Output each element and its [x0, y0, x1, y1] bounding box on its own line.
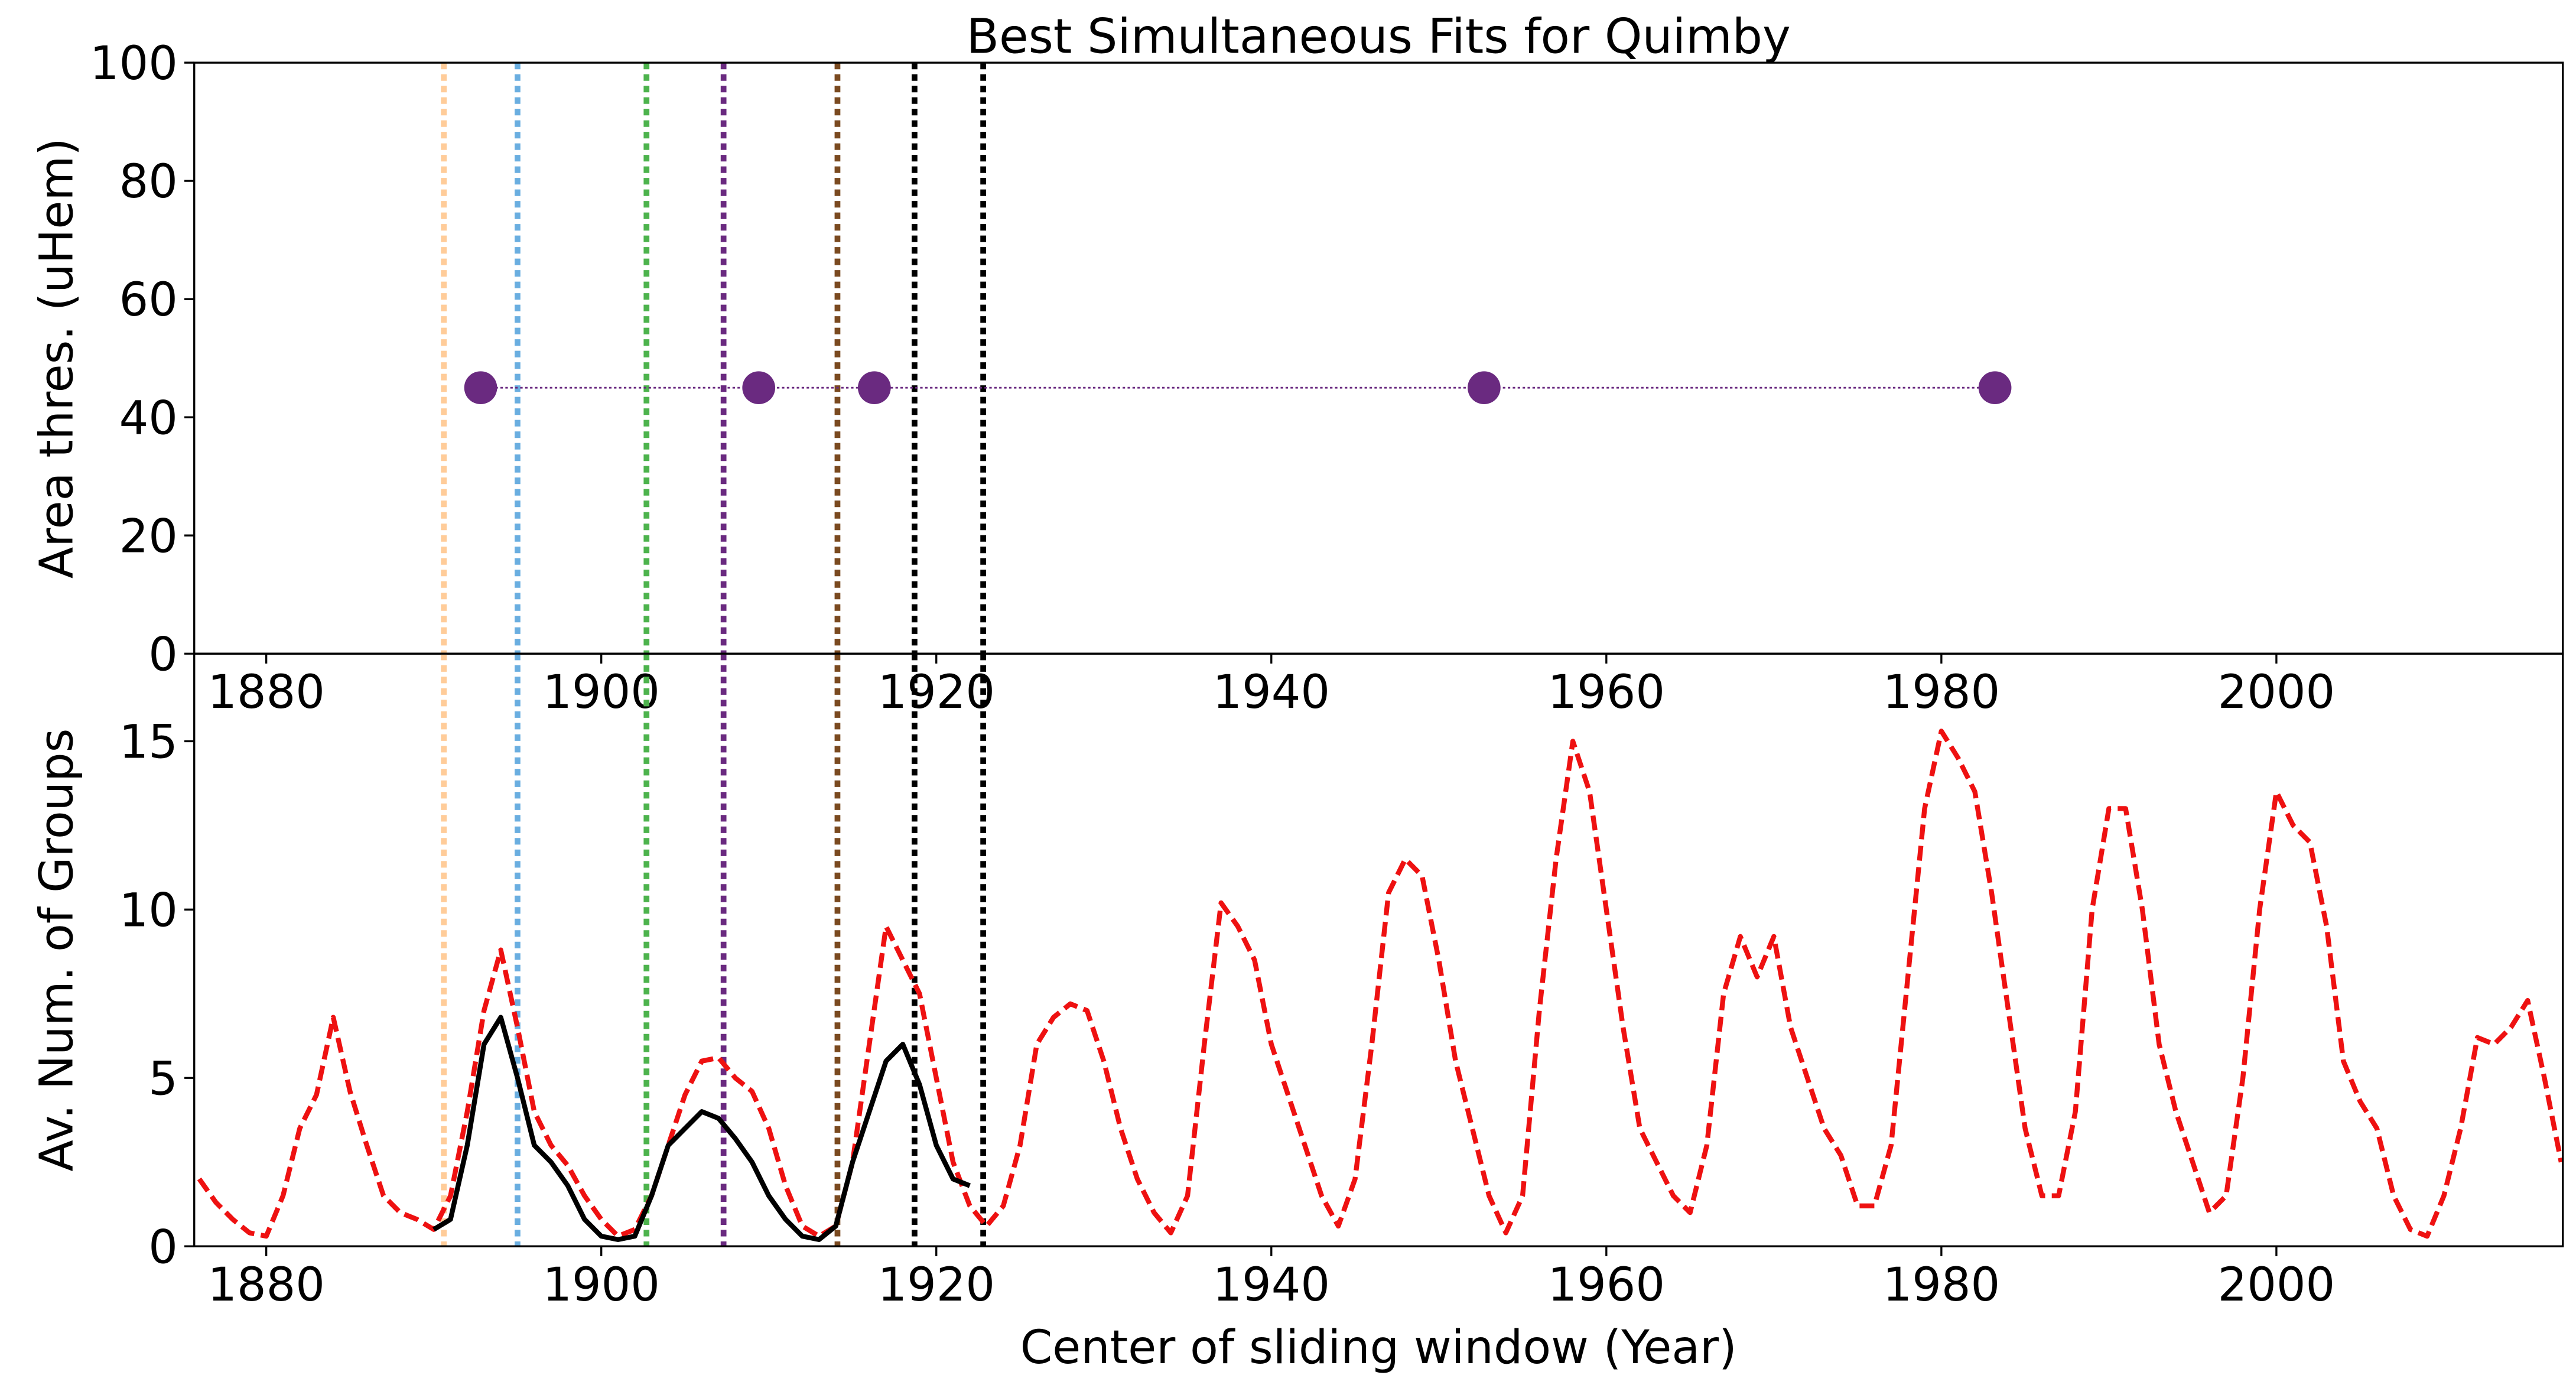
- point: [464, 371, 497, 405]
- x-tick-label: 1960: [1548, 666, 1666, 719]
- x-tick-label: 1980: [1883, 1259, 2001, 1312]
- x-tick-label: 2000: [2218, 666, 2336, 719]
- y-tick-label: 0: [148, 1221, 178, 1274]
- y-tick-label: 20: [119, 510, 178, 563]
- y-axis-label: Av. Num. of Groups: [31, 729, 84, 1172]
- series-line: [432, 1015, 971, 1242]
- y-tick-label: 40: [119, 392, 178, 445]
- x-tick-label: 1880: [207, 666, 325, 719]
- y-axis-label: Area thres. (uHem): [31, 138, 84, 578]
- x-tick-label: 1980: [1883, 666, 2001, 719]
- y-tick-label: 10: [119, 884, 178, 937]
- series-line: [197, 729, 2563, 1239]
- y-tick-label: 80: [119, 155, 178, 209]
- point: [857, 371, 891, 405]
- y-tick-label: 0: [148, 628, 178, 681]
- x-tick-label: 1880: [207, 1259, 325, 1312]
- x-tick-label: 1900: [542, 666, 660, 719]
- point: [1978, 371, 2012, 405]
- y-tick-label: 5: [148, 1052, 178, 1106]
- x-tick-label: 1920: [877, 666, 995, 719]
- x-tick-label: 1920: [877, 1259, 995, 1312]
- axes-frame: [193, 652, 2564, 1247]
- plot-area: [197, 654, 2563, 1247]
- x-tick-label: 1960: [1548, 1259, 1666, 1312]
- x-tick-label: 1900: [542, 1259, 660, 1312]
- x-tick-label: 1940: [1213, 1259, 1331, 1312]
- x-tick-label: 1940: [1213, 666, 1331, 719]
- y-tick-label: 100: [90, 37, 178, 90]
- x-tick-label: 2000: [2218, 1259, 2336, 1312]
- y-tick-label: 15: [119, 716, 178, 769]
- chart-title: Best Simultaneous Fits for Quimby: [967, 9, 1791, 64]
- y-tick-label: 60: [119, 274, 178, 327]
- axes-frame: [193, 61, 2564, 655]
- point: [742, 371, 776, 405]
- point: [1467, 371, 1501, 405]
- x-axis-label: Center of sliding window (Year): [1020, 1321, 1737, 1374]
- plot-area: [441, 63, 2012, 654]
